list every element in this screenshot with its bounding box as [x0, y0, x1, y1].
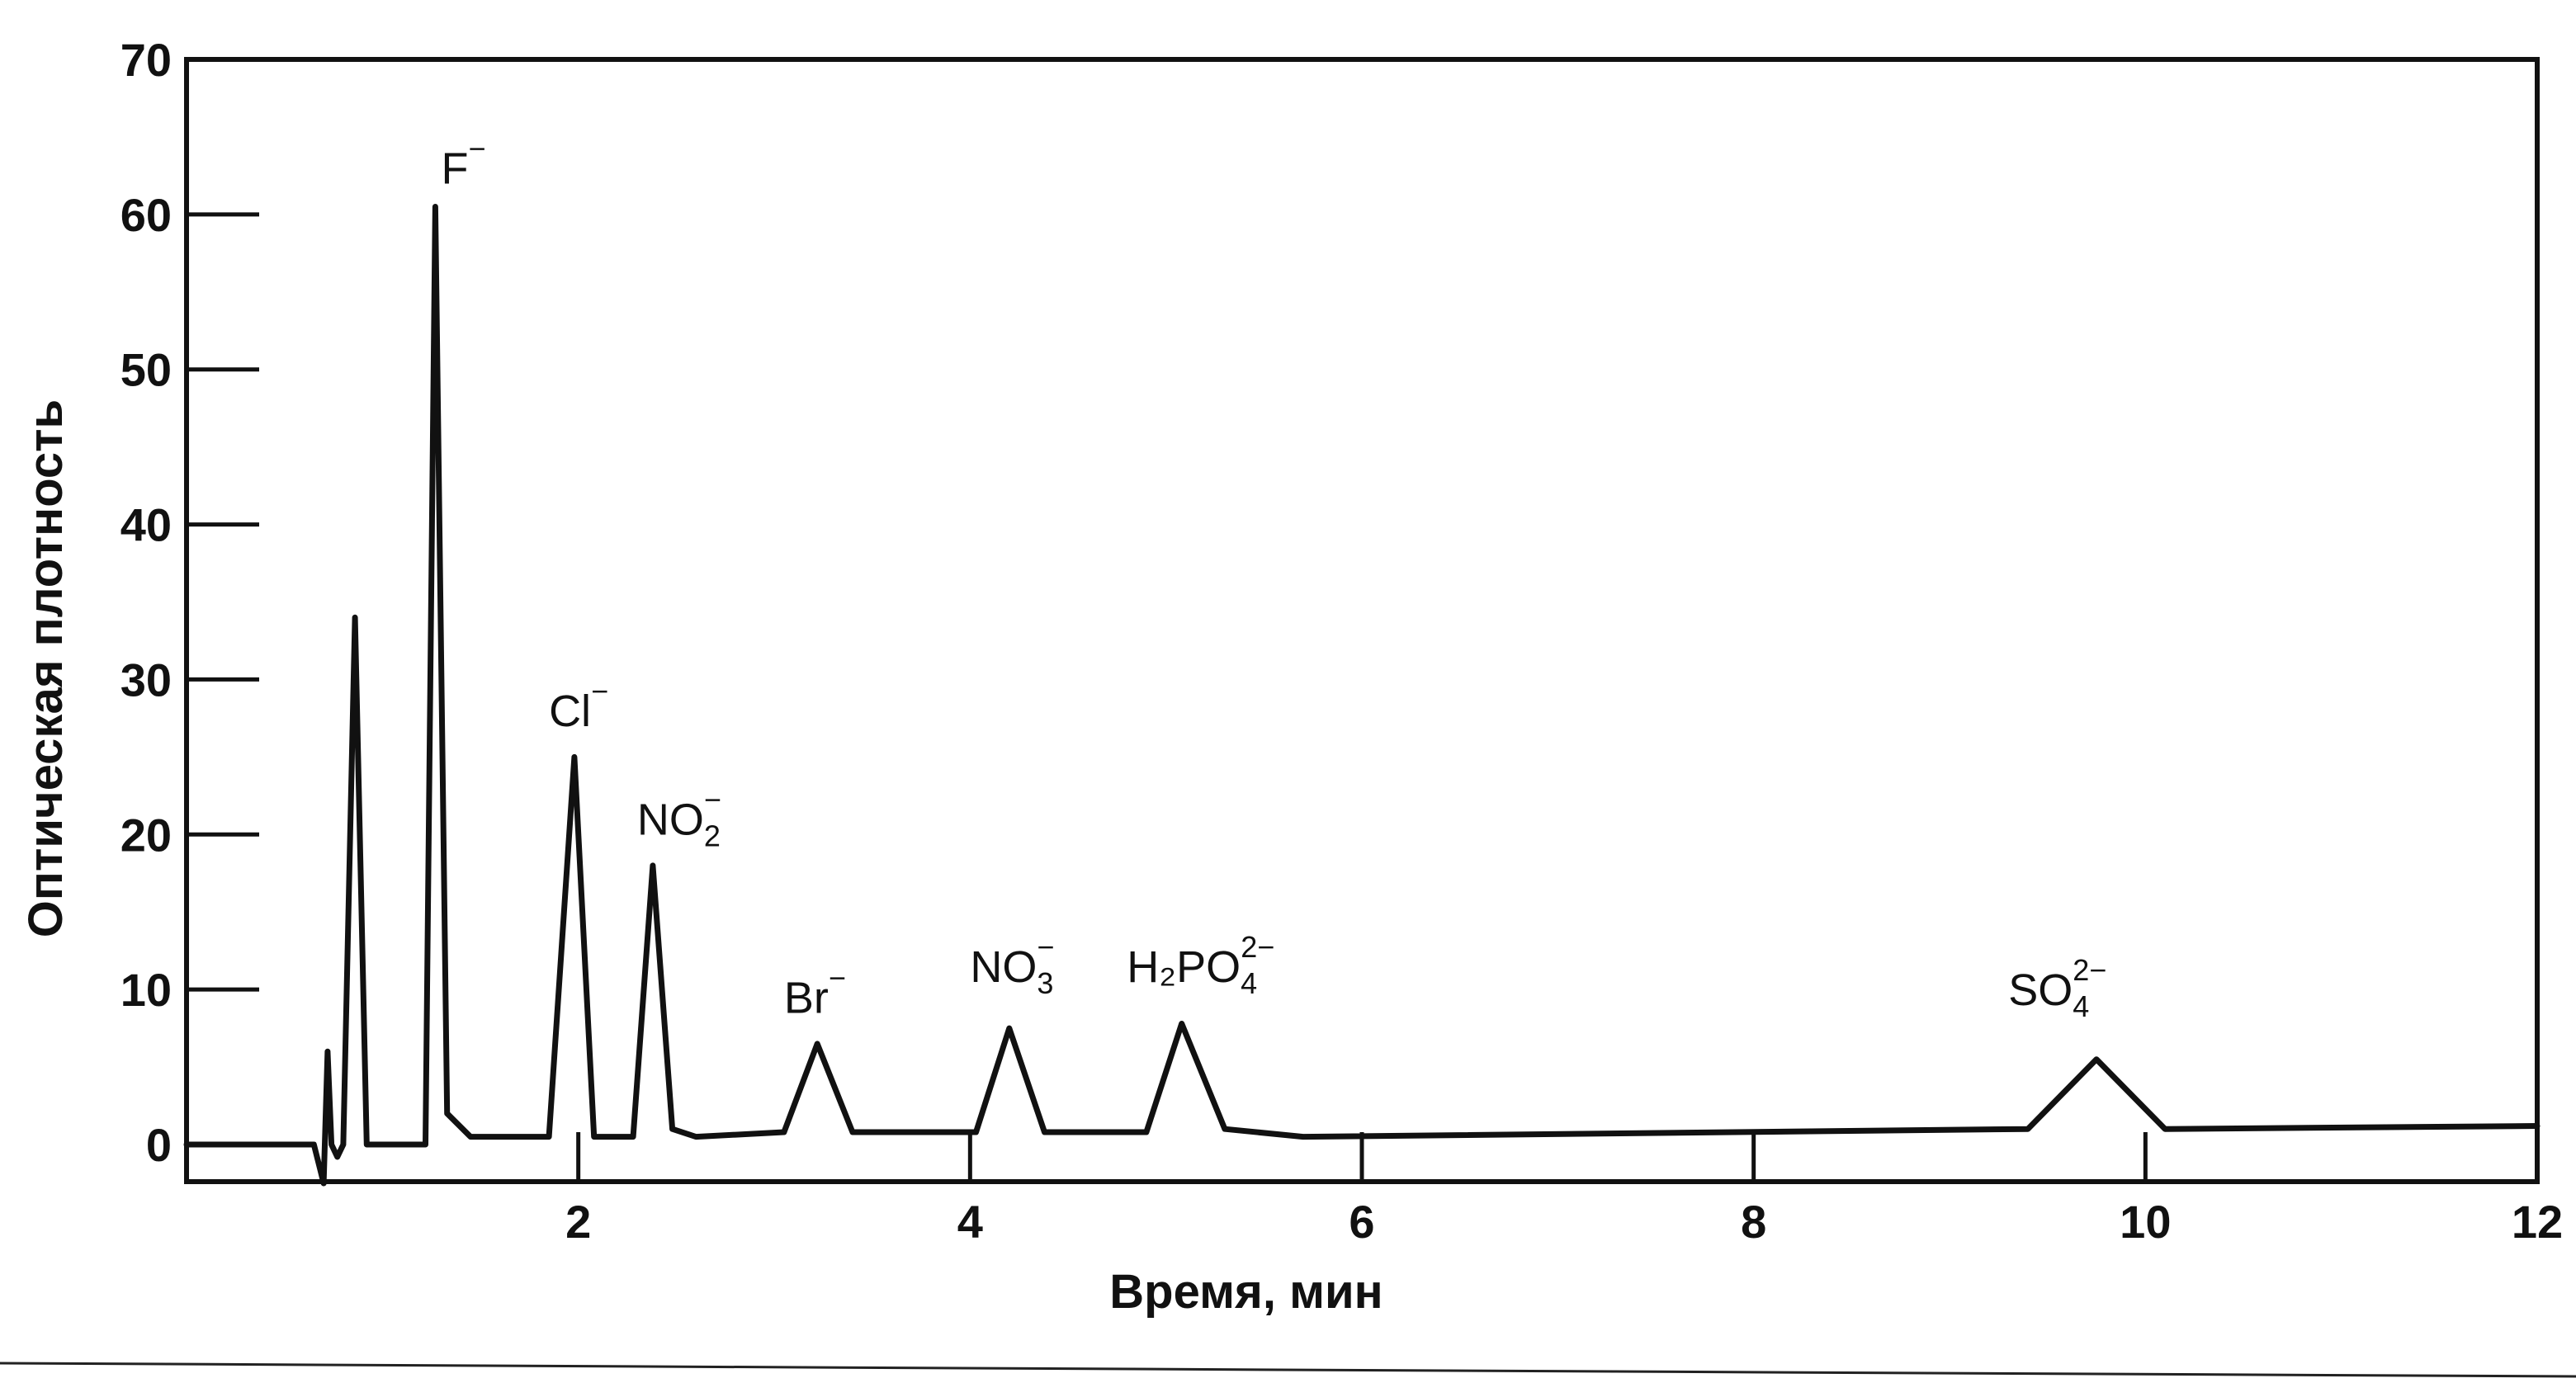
peak-label: F− [442, 131, 486, 193]
x-tick-label: 10 [2120, 1196, 2171, 1248]
peak-label: NO2− [637, 782, 721, 852]
peak-label: SO42− [2008, 953, 2106, 1023]
peak-label: Br− [784, 961, 846, 1022]
x-axis-title: Время, мин [1109, 1265, 1383, 1319]
series-layer [183, 204, 2541, 1187]
y-tick-label: 10 [121, 964, 172, 1016]
y-tick-label: 60 [121, 189, 172, 241]
x-tick-label: 6 [1349, 1196, 1374, 1248]
axis-ticks: 0 10 20 30 40 50 60 70 2 4 6 8 10 12 [121, 34, 2563, 1248]
y-tick-label: 50 [121, 344, 172, 396]
plot-border [184, 57, 2540, 1184]
y-axis-title: Оптическая плотность [19, 399, 73, 937]
plot-frame [184, 57, 2540, 1184]
y-tick-label: 20 [121, 809, 172, 861]
peak-label: H₂PO42− [1127, 930, 1274, 1000]
peak-label: NO3− [970, 930, 1054, 1000]
y-tick-label: 0 [146, 1119, 172, 1171]
x-tick-label: 8 [1741, 1196, 1766, 1248]
page-bottom-rule [0, 1362, 2576, 1378]
x-tick-label: 12 [2512, 1196, 2563, 1248]
x-tick-label: 4 [957, 1196, 983, 1248]
y-tick-label: 70 [121, 34, 172, 86]
peak-annotations: F− Cl− NO2− Br− NO3− H₂PO42− SO42− [442, 131, 2107, 1023]
y-tick-label: 40 [121, 499, 172, 551]
y-tick-label: 30 [121, 654, 172, 706]
peak-label: Cl− [549, 674, 608, 736]
x-tick-label: 2 [565, 1196, 591, 1248]
chromatogram-line [183, 204, 2541, 1187]
